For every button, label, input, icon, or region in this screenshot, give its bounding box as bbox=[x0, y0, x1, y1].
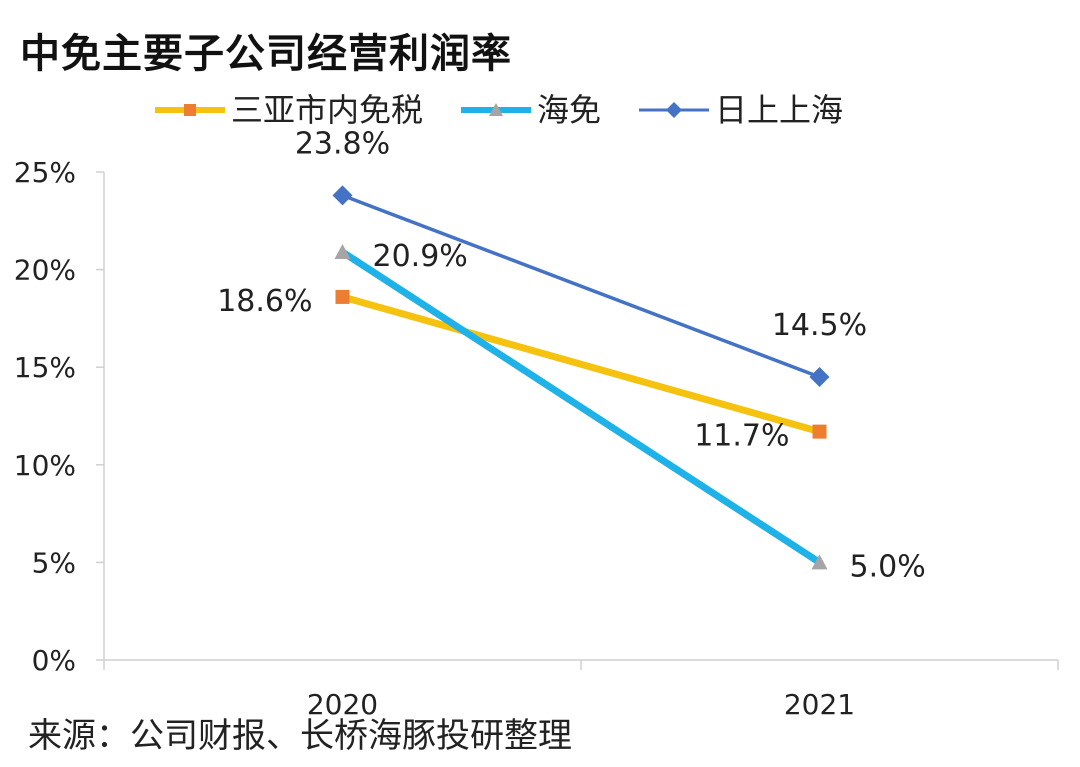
legend-item-sanya: 三亚市内免税 bbox=[155, 88, 423, 132]
source-note: 来源：公司财报、长桥海豚投研整理 bbox=[28, 716, 572, 756]
legend-label-rishang: 日上上海 bbox=[715, 91, 844, 129]
legend-swatch-haimian bbox=[461, 103, 532, 116]
y-tick-label: 5% bbox=[32, 546, 76, 579]
data-label: 5.0% bbox=[850, 549, 926, 584]
legend-label-haimian: 海免 bbox=[537, 91, 602, 129]
x-tick-label: 2020 bbox=[307, 688, 378, 721]
marker-triangle bbox=[334, 244, 351, 260]
y-tick-label: 0% bbox=[32, 644, 76, 677]
chart-title: 中免主要子公司经营利润率 bbox=[20, 31, 512, 77]
series-line-0 bbox=[339, 293, 823, 436]
series-line-2 bbox=[340, 193, 822, 379]
data-label: 20.9% bbox=[373, 239, 468, 274]
marker-triangle bbox=[811, 554, 828, 570]
legend-label-sanya: 三亚市内免税 bbox=[231, 91, 424, 129]
legend-item-haimian: 海免 bbox=[461, 88, 601, 132]
y-tick-label: 20% bbox=[14, 254, 76, 287]
marker-diamond bbox=[809, 366, 830, 387]
legend-swatch-sanya bbox=[155, 104, 225, 116]
data-label: 14.5% bbox=[772, 308, 867, 343]
marker-diamond bbox=[332, 185, 353, 206]
y-tick-label: 25% bbox=[14, 156, 76, 189]
y-tick-label: 10% bbox=[14, 449, 76, 482]
legend-item-rishang: 日上上海 bbox=[639, 88, 843, 132]
series-line-1 bbox=[339, 248, 823, 566]
data-label: 18.6% bbox=[217, 284, 312, 319]
data-label: 11.7% bbox=[694, 419, 789, 454]
legend: 三亚市内免税 海免 日上上海 bbox=[155, 88, 843, 132]
y-tick-label: 15% bbox=[14, 351, 76, 384]
marker-square bbox=[812, 424, 827, 439]
marker-square bbox=[335, 289, 350, 304]
data-label: 23.8% bbox=[295, 126, 390, 161]
x-tick-label: 2021 bbox=[784, 688, 855, 721]
legend-swatch-rishang bbox=[639, 102, 710, 118]
